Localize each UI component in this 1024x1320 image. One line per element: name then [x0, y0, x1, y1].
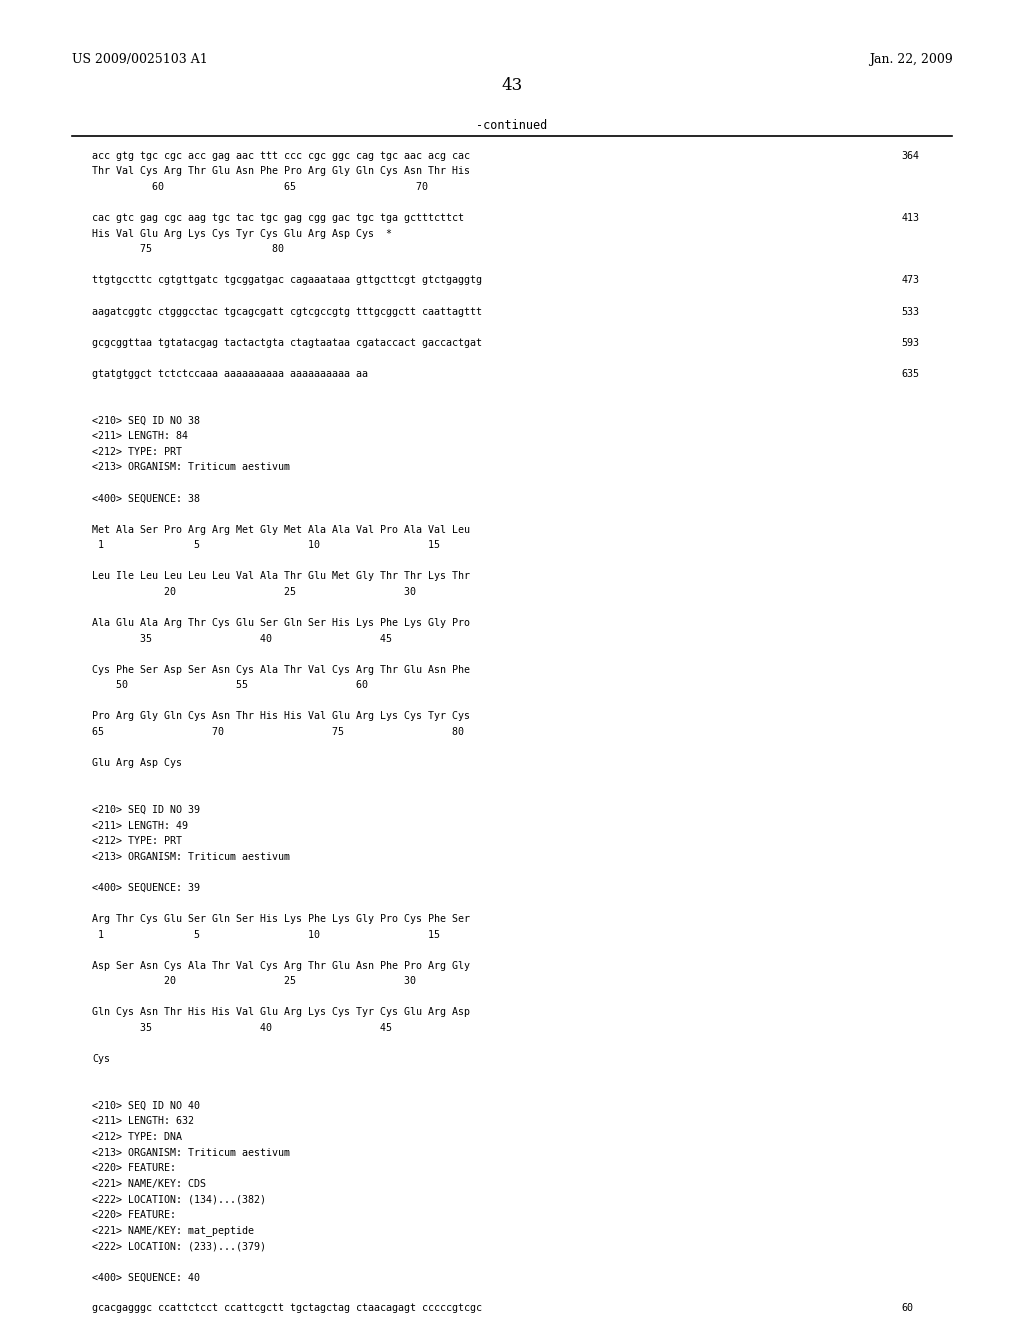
Text: <212> TYPE: DNA: <212> TYPE: DNA [92, 1133, 182, 1142]
Text: <211> LENGTH: 632: <211> LENGTH: 632 [92, 1117, 195, 1126]
Text: <220> FEATURE:: <220> FEATURE: [92, 1163, 176, 1173]
Text: 65                  70                  75                  80: 65 70 75 80 [92, 727, 464, 737]
Text: <212> TYPE: PRT: <212> TYPE: PRT [92, 446, 182, 457]
Text: <210> SEQ ID NO 40: <210> SEQ ID NO 40 [92, 1101, 200, 1111]
Text: 1               5                  10                  15: 1 5 10 15 [92, 540, 440, 550]
Text: aagatcggtc ctgggcctac tgcagcgatt cgtcgccgtg tttgcggctt caattagttt: aagatcggtc ctgggcctac tgcagcgatt cgtcgcc… [92, 306, 482, 317]
Text: <400> SEQUENCE: 39: <400> SEQUENCE: 39 [92, 883, 200, 892]
Text: <221> NAME/KEY: CDS: <221> NAME/KEY: CDS [92, 1179, 206, 1189]
Text: Cys: Cys [92, 1055, 111, 1064]
Text: Gln Cys Asn Thr His His Val Glu Arg Lys Cys Tyr Cys Glu Arg Asp: Gln Cys Asn Thr His His Val Glu Arg Lys … [92, 1007, 470, 1018]
Text: 533: 533 [901, 306, 920, 317]
Text: <222> LOCATION: (134)...(382): <222> LOCATION: (134)...(382) [92, 1195, 266, 1204]
Text: US 2009/0025103 A1: US 2009/0025103 A1 [72, 53, 208, 66]
Text: <210> SEQ ID NO 39: <210> SEQ ID NO 39 [92, 805, 200, 814]
Text: 43: 43 [502, 78, 522, 94]
Text: Arg Thr Cys Glu Ser Gln Ser His Lys Phe Lys Gly Pro Cys Phe Ser: Arg Thr Cys Glu Ser Gln Ser His Lys Phe … [92, 913, 470, 924]
Text: <211> LENGTH: 49: <211> LENGTH: 49 [92, 821, 188, 830]
Text: gcgcggttaa tgtatacgag tactactgta ctagtaataa cgataccact gaccactgat: gcgcggttaa tgtatacgag tactactgta ctagtaa… [92, 338, 482, 347]
Text: <400> SEQUENCE: 40: <400> SEQUENCE: 40 [92, 1272, 200, 1282]
Text: 635: 635 [901, 368, 920, 379]
Text: gtatgtggct tctctccaaa aaaaaaaaaa aaaaaaaaaa aa: gtatgtggct tctctccaaa aaaaaaaaaa aaaaaaa… [92, 368, 369, 379]
Text: Pro Arg Gly Gln Cys Asn Thr His His Val Glu Arg Lys Cys Tyr Cys: Pro Arg Gly Gln Cys Asn Thr His His Val … [92, 711, 470, 722]
Text: 20                  25                  30: 20 25 30 [92, 587, 416, 597]
Text: Glu Arg Asp Cys: Glu Arg Asp Cys [92, 758, 182, 768]
Text: <213> ORGANISM: Triticum aestivum: <213> ORGANISM: Triticum aestivum [92, 462, 290, 473]
Text: ttgtgccttc cgtgttgatc tgcggatgac cagaaataaa gttgcttcgt gtctgaggtg: ttgtgccttc cgtgttgatc tgcggatgac cagaaat… [92, 276, 482, 285]
Text: Asp Ser Asn Cys Ala Thr Val Cys Arg Thr Glu Asn Phe Pro Arg Gly: Asp Ser Asn Cys Ala Thr Val Cys Arg Thr … [92, 961, 470, 970]
Text: 413: 413 [901, 213, 920, 223]
Text: Leu Ile Leu Leu Leu Leu Val Ala Thr Glu Met Gly Thr Thr Lys Thr: Leu Ile Leu Leu Leu Leu Val Ala Thr Glu … [92, 572, 470, 581]
Text: <213> ORGANISM: Triticum aestivum: <213> ORGANISM: Triticum aestivum [92, 851, 290, 862]
Text: 473: 473 [901, 276, 920, 285]
Text: 364: 364 [901, 150, 920, 161]
Text: <211> LENGTH: 84: <211> LENGTH: 84 [92, 432, 188, 441]
Text: Met Ala Ser Pro Arg Arg Met Gly Met Ala Ala Val Pro Ala Val Leu: Met Ala Ser Pro Arg Arg Met Gly Met Ala … [92, 524, 470, 535]
Text: 60: 60 [901, 1303, 913, 1313]
Text: 50                  55                  60: 50 55 60 [92, 680, 369, 690]
Text: Ala Glu Ala Arg Thr Cys Glu Ser Gln Ser His Lys Phe Lys Gly Pro: Ala Glu Ala Arg Thr Cys Glu Ser Gln Ser … [92, 618, 470, 628]
Text: <213> ORGANISM: Triticum aestivum: <213> ORGANISM: Triticum aestivum [92, 1147, 290, 1158]
Text: 35                  40                  45: 35 40 45 [92, 1023, 392, 1034]
Text: <400> SEQUENCE: 38: <400> SEQUENCE: 38 [92, 494, 200, 503]
Text: Thr Val Cys Arg Thr Glu Asn Phe Pro Arg Gly Gln Cys Asn Thr His: Thr Val Cys Arg Thr Glu Asn Phe Pro Arg … [92, 166, 470, 177]
Text: -continued: -continued [476, 119, 548, 132]
Text: <222> LOCATION: (233)...(379): <222> LOCATION: (233)...(379) [92, 1241, 266, 1251]
Text: 1               5                  10                  15: 1 5 10 15 [92, 929, 440, 940]
Text: 75                    80: 75 80 [92, 244, 284, 255]
Text: <221> NAME/KEY: mat_peptide: <221> NAME/KEY: mat_peptide [92, 1225, 254, 1236]
Text: <220> FEATURE:: <220> FEATURE: [92, 1210, 176, 1220]
Text: His Val Glu Arg Lys Cys Tyr Cys Glu Arg Asp Cys  *: His Val Glu Arg Lys Cys Tyr Cys Glu Arg … [92, 228, 392, 239]
Text: 20                  25                  30: 20 25 30 [92, 977, 416, 986]
Text: Cys Phe Ser Asp Ser Asn Cys Ala Thr Val Cys Arg Thr Glu Asn Phe: Cys Phe Ser Asp Ser Asn Cys Ala Thr Val … [92, 665, 470, 675]
Text: 35                  40                  45: 35 40 45 [92, 634, 392, 644]
Text: Jan. 22, 2009: Jan. 22, 2009 [868, 53, 952, 66]
Text: gcacgagggc ccattctcct ccattcgctt tgctagctag ctaacagagt cccccgtcgc: gcacgagggc ccattctcct ccattcgctt tgctagc… [92, 1303, 482, 1313]
Text: acc gtg tgc cgc acc gag aac ttt ccc cgc ggc cag tgc aac acg cac: acc gtg tgc cgc acc gag aac ttt ccc cgc … [92, 150, 470, 161]
Text: <210> SEQ ID NO 38: <210> SEQ ID NO 38 [92, 416, 200, 425]
Text: <212> TYPE: PRT: <212> TYPE: PRT [92, 836, 182, 846]
Text: cac gtc gag cgc aag tgc tac tgc gag cgg gac tgc tga gctttcttct: cac gtc gag cgc aag tgc tac tgc gag cgg … [92, 213, 464, 223]
Text: 60                    65                    70: 60 65 70 [92, 182, 428, 191]
Text: 593: 593 [901, 338, 920, 347]
